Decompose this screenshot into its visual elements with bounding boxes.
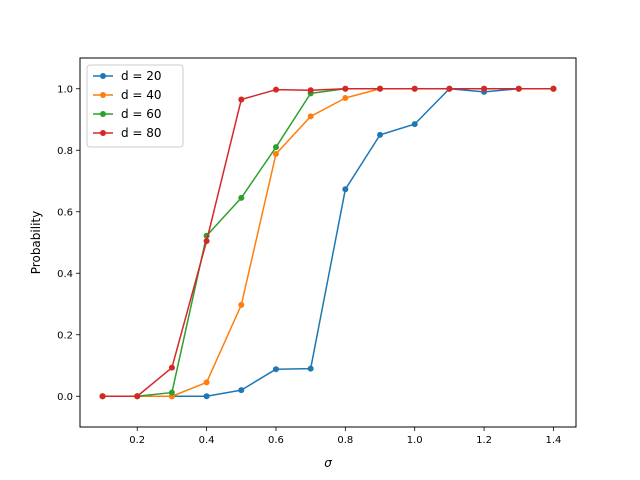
data-point bbox=[307, 113, 314, 120]
legend-item: d = 80 bbox=[93, 126, 162, 140]
y-axis-label: Probability bbox=[29, 211, 43, 274]
data-point bbox=[446, 85, 453, 92]
legend: d = 20 d = 40 d = 60 d = 80 bbox=[86, 64, 184, 148]
legend-label: d = 40 bbox=[121, 88, 162, 102]
x-tick-label: 1.4 bbox=[546, 435, 562, 446]
data-point bbox=[515, 85, 522, 92]
legend-marker bbox=[100, 130, 106, 136]
data-point bbox=[342, 94, 349, 101]
data-point bbox=[272, 366, 279, 373]
y-tick-label: 0.0 bbox=[57, 392, 73, 403]
legend-marker bbox=[100, 92, 106, 98]
y-tick-label: 1.0 bbox=[57, 84, 73, 95]
x-axis-ticks: 0.2 0.4 0.6 0.8 1.0 1.2 1.4 bbox=[129, 427, 561, 446]
data-point bbox=[203, 393, 210, 400]
data-point bbox=[203, 237, 210, 244]
data-point bbox=[272, 150, 279, 157]
legend-label: d = 20 bbox=[121, 69, 162, 83]
series-line bbox=[102, 88, 554, 397]
data-point bbox=[238, 96, 245, 103]
data-point bbox=[307, 365, 314, 372]
y-tick-label: 0.6 bbox=[57, 207, 73, 218]
legend-marker bbox=[100, 111, 106, 117]
x-tick-label: 0.8 bbox=[337, 435, 353, 446]
legend-box bbox=[86, 64, 184, 148]
data-point bbox=[307, 87, 314, 94]
x-tick-label: 0.2 bbox=[129, 435, 145, 446]
y-tick-label: 0.2 bbox=[57, 330, 73, 341]
legend-item: d = 60 bbox=[93, 107, 162, 121]
series-line bbox=[102, 88, 554, 397]
data-point bbox=[481, 85, 488, 92]
data-point bbox=[377, 131, 384, 138]
legend-item: d = 40 bbox=[93, 88, 162, 102]
y-tick-label: 0.8 bbox=[57, 146, 73, 157]
data-point bbox=[411, 85, 418, 92]
legend-marker bbox=[100, 73, 106, 79]
y-tick-label: 0.4 bbox=[57, 269, 73, 280]
data-point bbox=[238, 194, 245, 201]
y-axis-ticks: 0.0 0.2 0.4 0.6 0.8 1.0 bbox=[57, 84, 80, 403]
data-point bbox=[168, 389, 175, 396]
data-point bbox=[238, 301, 245, 308]
data-point bbox=[272, 86, 279, 93]
x-axis-label: σ bbox=[324, 456, 332, 470]
data-point bbox=[550, 85, 557, 92]
data-point bbox=[342, 85, 349, 92]
data-point bbox=[342, 186, 349, 193]
data-point bbox=[168, 364, 175, 371]
legend-label: d = 80 bbox=[121, 126, 162, 140]
series-layer bbox=[99, 85, 557, 400]
legend-item: d = 20 bbox=[93, 69, 162, 83]
x-tick-label: 0.6 bbox=[268, 435, 284, 446]
series-3 bbox=[99, 85, 557, 400]
data-point bbox=[203, 379, 210, 386]
legend-label: d = 60 bbox=[121, 107, 162, 121]
x-tick-label: 0.4 bbox=[199, 435, 215, 446]
x-tick-label: 1.0 bbox=[407, 435, 423, 446]
data-point bbox=[134, 393, 141, 400]
x-tick-label: 1.2 bbox=[476, 435, 492, 446]
data-point bbox=[411, 121, 418, 128]
data-point bbox=[238, 387, 245, 394]
data-point bbox=[99, 393, 106, 400]
data-point bbox=[272, 144, 279, 151]
data-point bbox=[377, 85, 384, 92]
plot-frame bbox=[79, 57, 577, 428]
